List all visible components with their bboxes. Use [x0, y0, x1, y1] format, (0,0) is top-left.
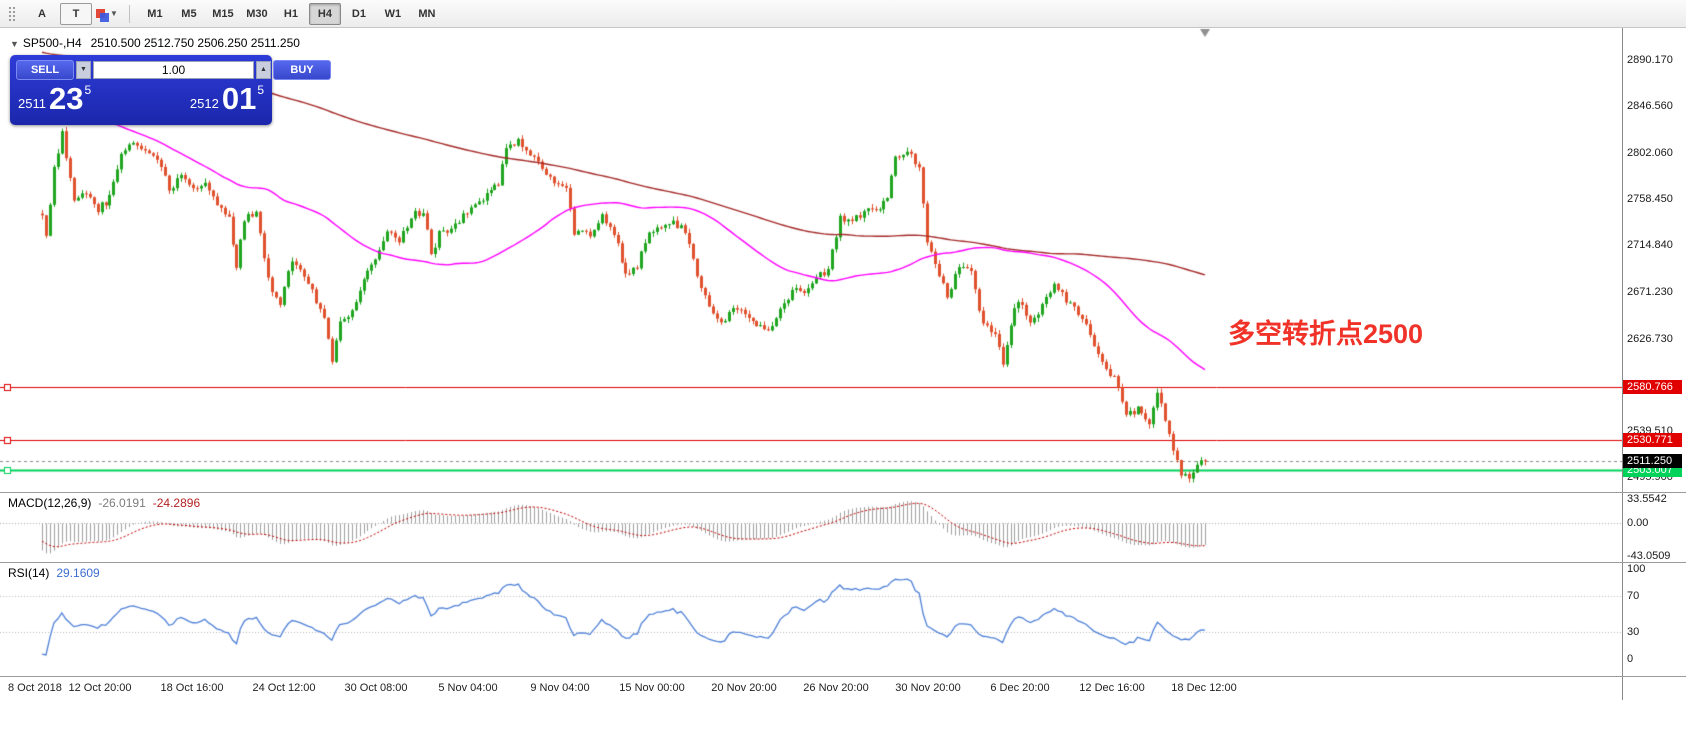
rsi-value: 29.1609 [56, 566, 100, 580]
price-tag-label: 2530.771 [1623, 433, 1682, 448]
chart-menu-icon[interactable]: ▼ [10, 39, 19, 49]
volume-input[interactable] [93, 61, 254, 79]
time-axis-label: 12 Oct 20:00 [68, 682, 132, 694]
symbol-period-label: SP500-,H4 [22, 36, 82, 50]
price-tag-label: 2580.766 [1623, 380, 1682, 395]
time-axis-labels: 8 Oct 2018 12 Oct 20:00 18 Oct 16:00 24 Oct… [0, 677, 1622, 700]
time-axis-label: 30 Nov 20:00 [895, 682, 961, 694]
time-axis-label: 15 Nov 00:00 [619, 682, 685, 694]
time-axis-corner [1622, 677, 1686, 700]
ask-pip-digit: 5 [257, 83, 264, 97]
timeframe-button-H4[interactable]: H4 [308, 2, 341, 25]
scale-tick-label: 2846.560 [1627, 99, 1673, 112]
timeframe-button-group: M1 M5 M15 M30 H1 H4 D1 W1 MN [138, 2, 444, 25]
rsi-panel: RSI(14) 29.1609 100 70 30 0 [0, 562, 1686, 676]
main-chart-plot: ▼ SP500-,H4 2510.500 2512.750 2506.250 251… [0, 28, 1622, 492]
volume-decrease-button[interactable]: ▼ [76, 61, 91, 79]
rsi-scale[interactable]: 100 70 30 0 [1622, 563, 1686, 676]
time-axis-label: 18 Oct 16:00 [160, 682, 224, 694]
rsi-plot: RSI(14) 29.1609 [0, 563, 1622, 676]
macd-signal-value: -24.2896 [152, 496, 201, 510]
time-axis-label: 12 Dec 16:00 [1079, 682, 1145, 694]
scale-tick-label: 30 [1627, 626, 1640, 638]
price-tag-label: 2511.250 [1623, 454, 1682, 468]
scale-tick-label: 2758.450 [1627, 193, 1673, 206]
timeframe-button-M15[interactable]: M15 [212, 7, 234, 20]
time-axis-label: 18 Dec 12:00 [1171, 682, 1237, 694]
scale-tick-label: 2626.730 [1627, 332, 1673, 345]
rsi-canvas[interactable] [0, 563, 1622, 676]
scale-tick-label: 0 [1627, 653, 1634, 665]
macd-name: MACD(12,26,9) [8, 496, 92, 510]
arrow-tool-button[interactable]: A [38, 7, 46, 20]
time-axis-label: 6 Dec 20:00 [990, 682, 1050, 694]
volume-increase-button[interactable]: ▲ [256, 61, 271, 79]
timeframe-button-H1[interactable]: H1 [283, 7, 298, 20]
bid-prefix: 2511 [18, 96, 46, 111]
shapes-icon [96, 9, 109, 22]
chart-text-annotation[interactable]: 多空转折点2500 [1228, 319, 1424, 349]
rsi-label: RSI(14) 29.1609 [8, 566, 100, 580]
time-axis-label: 20 Nov 20:00 [711, 682, 777, 694]
text-tool-button[interactable]: T [60, 2, 92, 25]
scale-tick-label: 0.00 [1627, 517, 1649, 530]
macd-label: MACD(12,26,9) -26.0191 -24.2896 [8, 496, 200, 510]
macd-plot: MACD(12,26,9) -26.0191 -24.2896 [0, 493, 1622, 562]
scale-tick-label: 33.5542 [1627, 493, 1667, 505]
macd-canvas[interactable] [0, 493, 1622, 562]
bid-big-digits: 23 [48, 81, 84, 116]
timeframe-button-M5[interactable]: M5 [181, 7, 197, 20]
ask-big-digits: 01 [221, 81, 257, 116]
timeframe-button-MN[interactable]: MN [418, 7, 436, 20]
timeframe-button-M30[interactable]: M30 [246, 7, 268, 20]
main-chart-panel: ▼ SP500-,H4 2510.500 2512.750 2506.250 251… [0, 28, 1686, 492]
ohlc-values: 2510.500 2512.750 2506.250 2511.250 [90, 36, 300, 50]
time-axis[interactable]: 8 Oct 2018 12 Oct 20:00 18 Oct 16:00 24 Oct… [0, 676, 1686, 700]
macd-panel: MACD(12,26,9) -26.0191 -24.2896 33.5542 0.0… [0, 492, 1686, 562]
rsi-name: RSI(14) [8, 566, 50, 580]
macd-main-value: -26.0191 [98, 496, 146, 510]
time-axis-label: 9 Nov 04:00 [530, 682, 590, 694]
chart-title: ▼ SP500-,H4 2510.500 2512.750 2506.250 251… [10, 36, 300, 50]
one-click-trading-panel: SELL ▼ ▲ BUY 2511 23 5 2512 01 5 [10, 55, 331, 125]
ask-price: 2512 01 5 [190, 82, 264, 115]
sell-button[interactable]: SELL [16, 60, 74, 80]
toolbar-drag-handle-icon[interactable] [8, 5, 17, 22]
shapes-tool-button[interactable]: ▼ [96, 9, 118, 22]
scale-tick-label: 100 [1627, 563, 1646, 575]
macd-scale[interactable]: 33.5542 0.00 -43.0509 [1622, 493, 1686, 562]
dropdown-caret-icon[interactable]: ▼ [110, 9, 118, 18]
timeframe-button-W1[interactable]: W1 [384, 7, 402, 20]
toolbar-separator [128, 4, 130, 23]
time-axis-label: 24 Oct 12:00 [252, 682, 316, 694]
ask-prefix: 2512 [189, 96, 219, 111]
bottom-filler [0, 700, 1686, 748]
price-scale[interactable]: 2890.170 2846.560 2802.060 2758.450 2714.840… [1622, 28, 1686, 492]
bid-pip-digit: 5 [84, 83, 92, 97]
scale-tick-label: 70 [1627, 590, 1640, 602]
timeframe-button-M1[interactable]: M1 [147, 7, 163, 20]
time-axis-label: 8 Oct 2018 [8, 682, 62, 694]
time-axis-label: 5 Nov 04:00 [438, 682, 498, 694]
scale-tick-label: 2714.840 [1627, 239, 1673, 252]
scale-tick-label: -43.0509 [1627, 550, 1671, 562]
scale-tick-label: 2802.060 [1627, 146, 1673, 159]
bid-price: 2511 23 5 [18, 82, 91, 115]
buy-button[interactable]: BUY [273, 60, 331, 80]
toolbar: A T ▼ M1 M5 M15 M30 H1 H4 D1 W1 MN [0, 0, 1686, 28]
time-axis-label: 26 Nov 20:00 [803, 682, 869, 694]
time-axis-label: 30 Oct 08:00 [344, 682, 408, 694]
scale-tick-label: 2890.170 [1627, 53, 1673, 66]
scale-tick-label: 2671.230 [1627, 285, 1673, 298]
timeframe-button-D1[interactable]: D1 [351, 7, 366, 20]
